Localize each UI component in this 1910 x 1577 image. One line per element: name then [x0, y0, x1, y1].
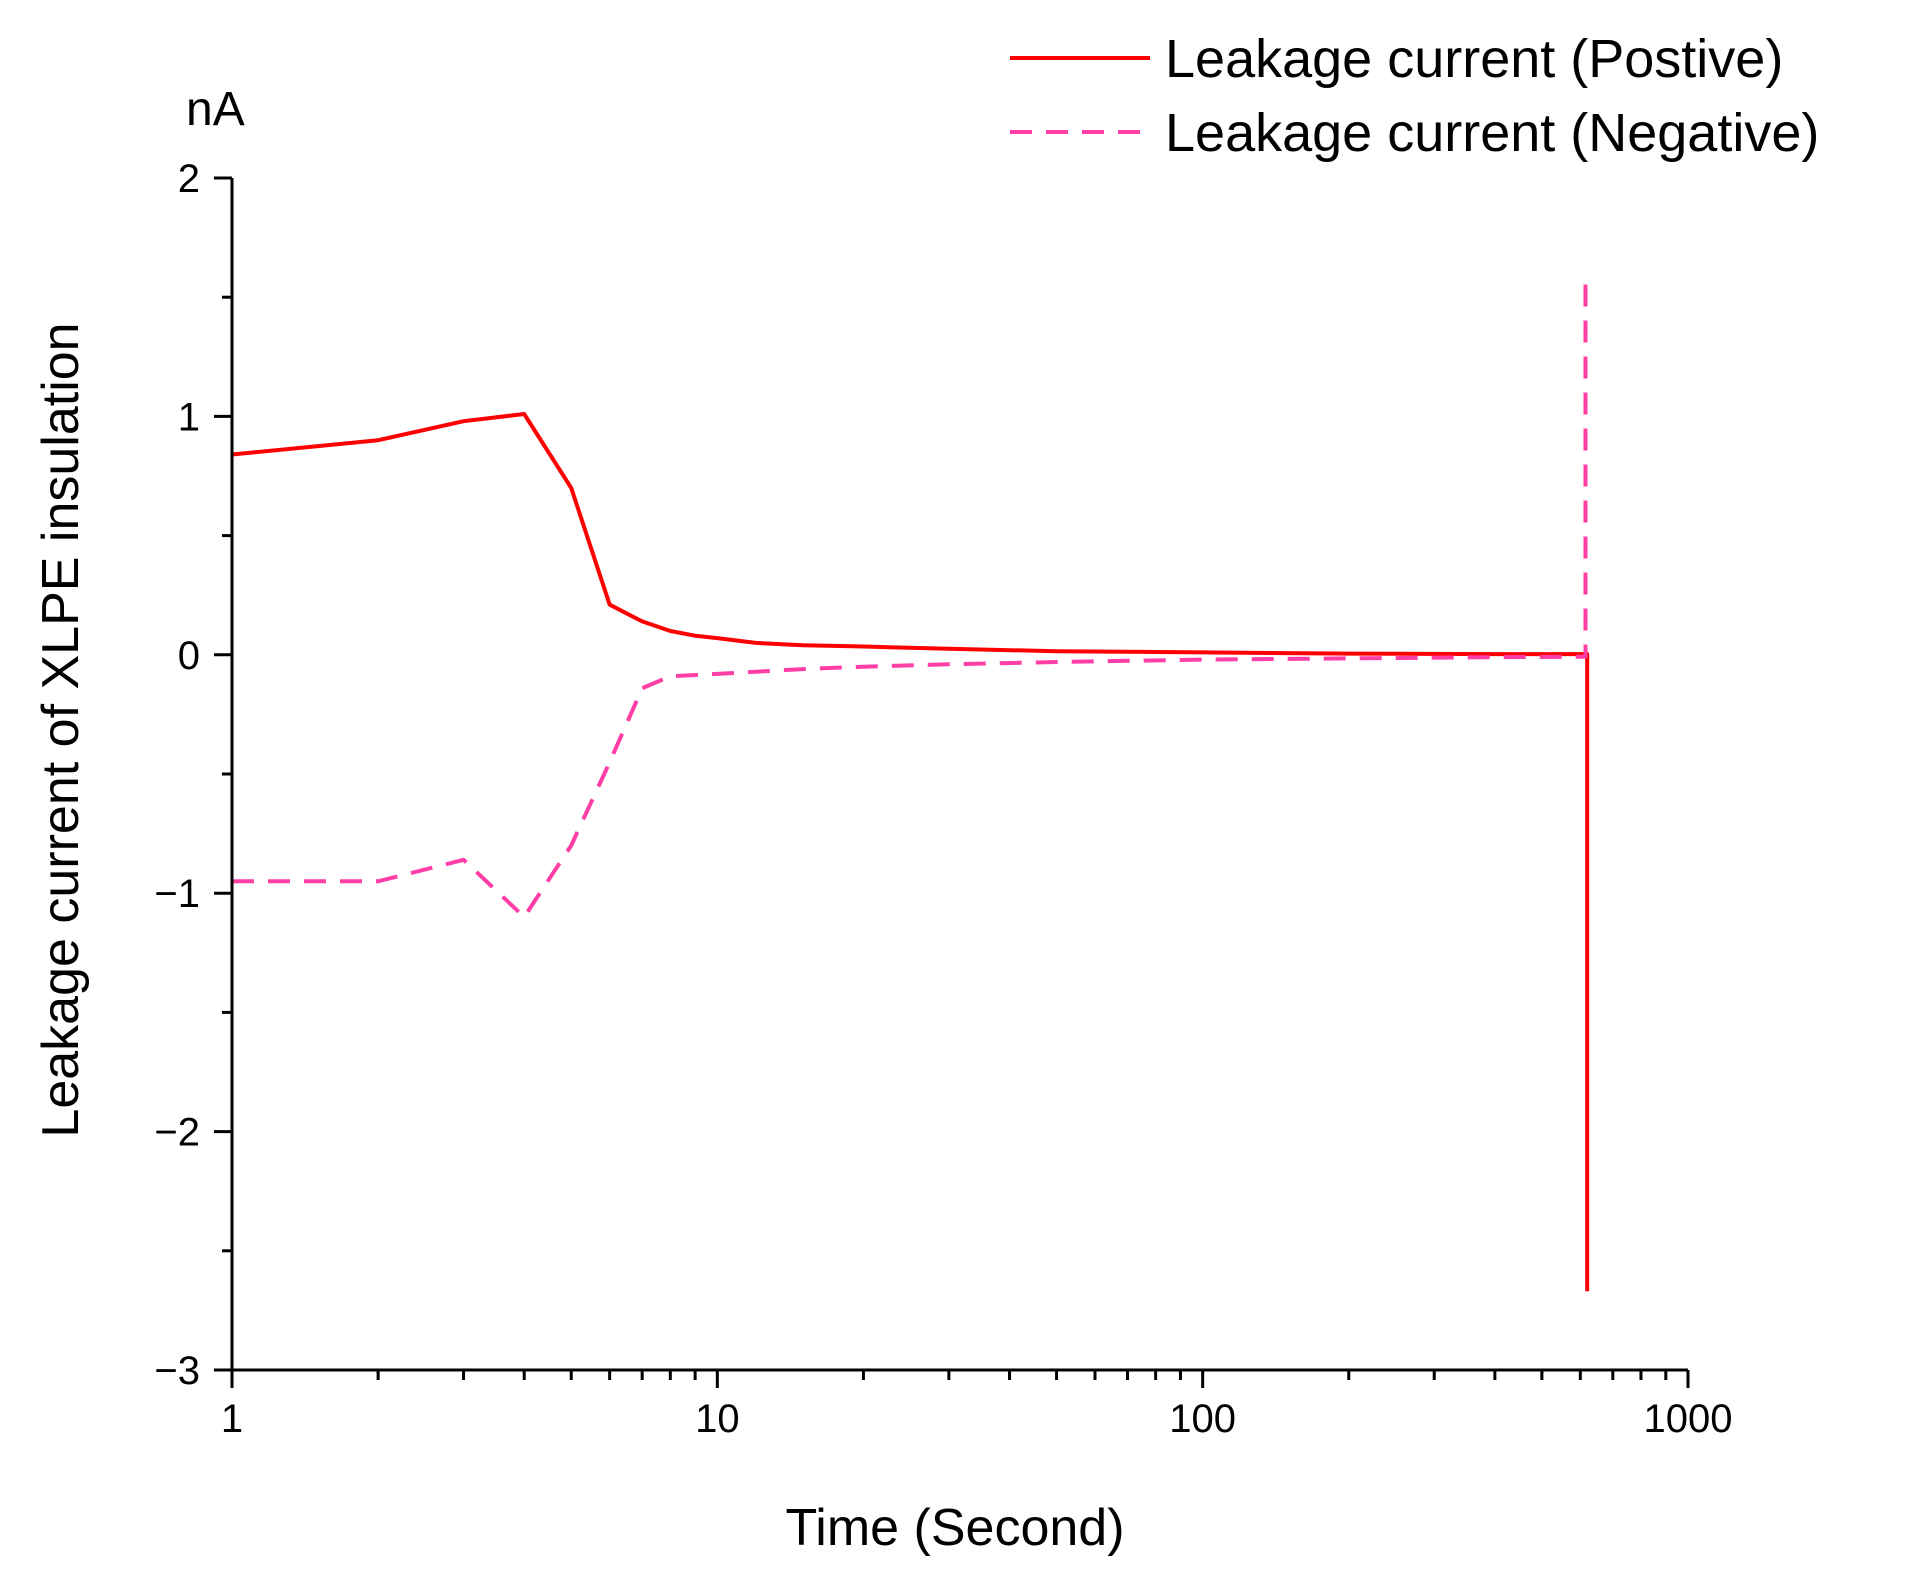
- y-tick-label: 0: [178, 634, 200, 678]
- x-tick-label: 1000: [1644, 1397, 1733, 1441]
- legend-label-2: Leakage current (Negative): [1165, 103, 1819, 163]
- series-line-1: [231, 412, 1590, 1292]
- legend-label-1: Leakage current (Postive): [1165, 29, 1783, 89]
- legend: Leakage current (Postive) Leakage current…: [1010, 29, 1819, 163]
- x-tick-label: 10: [695, 1397, 740, 1441]
- x-tick-label: 100: [1169, 1397, 1236, 1441]
- y-tick-label: 1: [178, 395, 200, 439]
- axes-layer: −3 −2 −1 0 1 2 1 10 100 1000: [154, 157, 1732, 1441]
- y-tick-label: −3: [154, 1349, 200, 1393]
- y-tick-label: −2: [154, 1111, 200, 1155]
- x-tick-label: 1: [221, 1397, 243, 1441]
- y-tick-label: 2: [178, 157, 200, 201]
- x-axis-title: Time (Second): [785, 1499, 1124, 1557]
- series-line-2: [232, 273, 1588, 919]
- y-unit-label: nA: [186, 83, 245, 136]
- y-tick-label: −1: [154, 872, 200, 916]
- series-layer: [231, 273, 1590, 1292]
- y-axis-title: Leakage current of XLPE insulation: [32, 322, 90, 1137]
